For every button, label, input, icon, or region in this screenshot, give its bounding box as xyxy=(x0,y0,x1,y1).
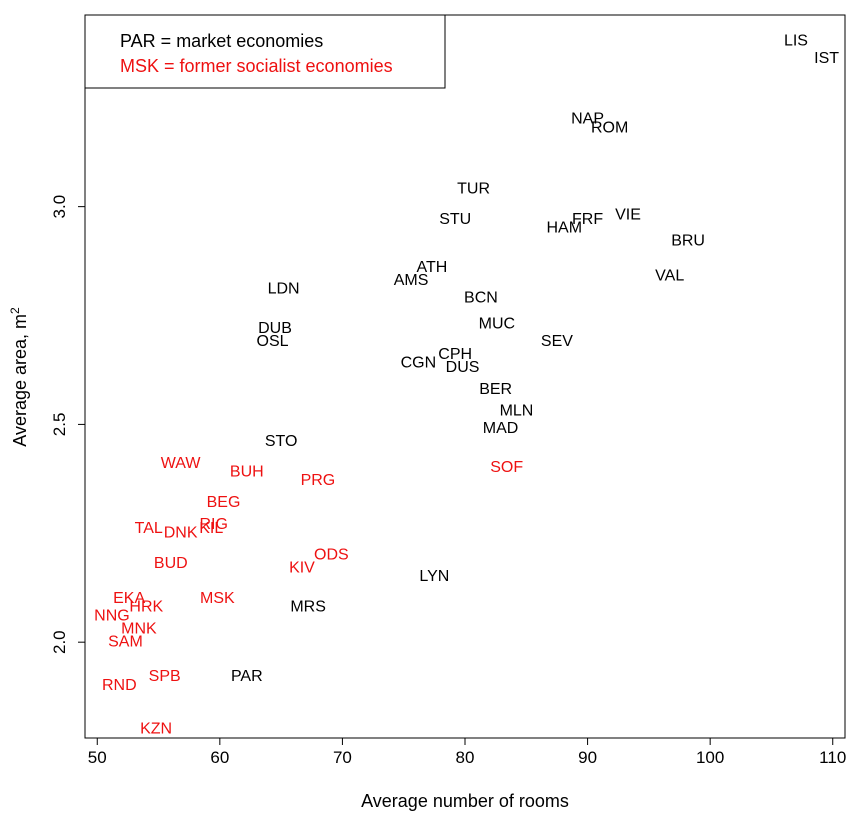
point-label-mrs: MRS xyxy=(290,599,326,616)
point-label-ldn: LDN xyxy=(268,281,300,298)
point-label-lyn: LYN xyxy=(419,568,449,585)
point-label-frf: FRF xyxy=(572,211,603,228)
y-axis-title-text: Average area, m xyxy=(10,314,30,447)
point-label-lis: LIS xyxy=(784,32,808,49)
point-label-sam: SAM xyxy=(108,633,143,650)
point-label-dub: DUB xyxy=(258,320,292,337)
point-label-nng: NNG xyxy=(94,607,130,624)
point-label-nap: NAP xyxy=(571,111,604,128)
legend-entry-market: PAR = market economies xyxy=(120,31,323,51)
point-label-vie: VIE xyxy=(615,207,641,224)
point-label-rnd: RND xyxy=(102,677,137,694)
point-label-par: PAR xyxy=(231,668,263,685)
point-label-ams: AMS xyxy=(394,272,429,289)
point-label-sof: SOF xyxy=(490,459,523,476)
point-label-bru: BRU xyxy=(671,233,705,250)
point-label-sto: STO xyxy=(265,433,298,450)
x-tick-label: 70 xyxy=(333,748,352,767)
point-label-dnk: DNK xyxy=(164,525,198,542)
legend-entry-socialist: MSK = former socialist economies xyxy=(120,56,393,76)
x-tick-label: 110 xyxy=(819,748,846,767)
point-label-ber: BER xyxy=(479,381,512,398)
point-label-sev: SEV xyxy=(541,333,573,350)
y-tick-label: 2.5 xyxy=(50,413,69,437)
y-tick-label: 3.0 xyxy=(50,195,69,219)
x-tick-label: 80 xyxy=(456,748,475,767)
point-label-rig: RIG xyxy=(199,516,227,533)
point-label-waw: WAW xyxy=(161,455,202,472)
point-label-mnk: MNK xyxy=(121,620,157,637)
point-label-ods: ODS xyxy=(314,546,349,563)
point-label-ath: ATH xyxy=(416,259,447,276)
point-label-ham: HAM xyxy=(547,220,583,237)
point-label-bcn: BCN xyxy=(464,289,498,306)
legend: PAR = market economies MSK = former soci… xyxy=(84,14,446,89)
legend-box xyxy=(84,14,446,89)
point-label-mln: MLN xyxy=(500,403,534,420)
y-tick-label: 2.0 xyxy=(50,630,69,654)
point-label-spb: SPB xyxy=(149,668,181,685)
point-label-tur: TUR xyxy=(457,180,490,197)
point-label-kil: KIL xyxy=(199,520,223,537)
point-label-eka: EKA xyxy=(113,590,145,607)
point-label-bud: BUD xyxy=(154,555,188,572)
x-tick-label: 90 xyxy=(578,748,597,767)
y-axis-title: Average area, m2 xyxy=(8,307,30,447)
y-axis-title-superscript: 2 xyxy=(8,307,22,314)
point-label-osl: OSL xyxy=(257,333,289,350)
point-label-tal: TAL xyxy=(135,520,163,537)
point-label-beg: BEG xyxy=(207,494,241,511)
point-label-rom: ROM xyxy=(591,119,628,136)
x-axis-title: Average number of rooms xyxy=(361,791,569,811)
axis-ticks: 50 60 70 80 90 100 110 2.0 2.5 3.0 xyxy=(50,195,846,767)
point-label-hrk: HRK xyxy=(129,599,163,616)
point-label-msk: MSK xyxy=(200,590,235,607)
point-label-stu: STU xyxy=(439,211,471,228)
point-label-dus: DUS xyxy=(446,359,480,376)
point-label-ist: IST xyxy=(814,50,839,67)
plot-frame xyxy=(84,14,846,739)
point-label-kzn: KZN xyxy=(140,721,172,738)
point-label-buh: BUH xyxy=(230,464,264,481)
point-label-val: VAL xyxy=(655,268,684,285)
x-tick-label: 60 xyxy=(210,748,229,767)
point-label-cgn: CGN xyxy=(401,355,437,372)
point-label-muc: MUC xyxy=(479,315,515,332)
point-label-cph: CPH xyxy=(438,346,472,363)
point-label-mad: MAD xyxy=(483,420,519,437)
x-tick-label: 50 xyxy=(88,748,107,767)
x-tick-label: 100 xyxy=(696,748,724,767)
point-label-kiv: KIV xyxy=(289,559,315,576)
point-label-prg: PRG xyxy=(301,472,336,489)
